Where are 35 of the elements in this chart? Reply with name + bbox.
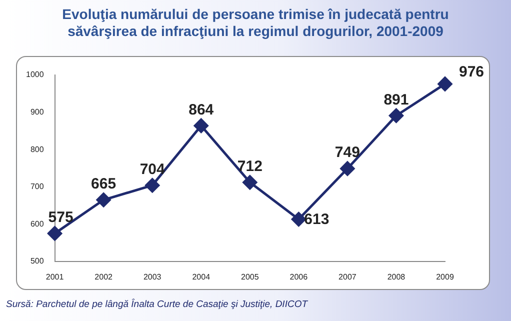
x-tick-label: 2001	[46, 272, 64, 282]
y-tick-label: 800	[30, 144, 44, 154]
point	[388, 108, 404, 123]
data-label: 891	[384, 91, 409, 108]
data-label: 712	[237, 158, 262, 176]
point	[48, 226, 62, 241]
data-label: 864	[188, 101, 214, 118]
x-tick-label: 2003	[143, 272, 162, 282]
x-tick-label: 2008	[387, 272, 406, 282]
point	[96, 192, 111, 208]
data-label: 613	[304, 210, 330, 228]
y-tick-label: 500	[30, 256, 44, 266]
y-tick-label: 700	[30, 182, 44, 192]
text: Sursă: Parchetul de pe lângă Înalta Curte de Casaţie şi Justiţie, DIICOT	[6, 299, 308, 310]
point	[340, 161, 355, 176]
data-label: 749	[334, 144, 360, 162]
point	[194, 118, 208, 133]
x-tick-label: 2007	[338, 272, 357, 282]
data-label: 976	[459, 64, 484, 81]
data-label: 665	[91, 176, 116, 193]
chart-title: Evoluţia numărului de persoane trimise în judecată pentru săvârşirea de infracţiuni la regimul drogurilor, 2001-2009	[61, 6, 450, 40]
x-tick-label: 2004	[192, 272, 211, 282]
x-tick-label: 2002	[94, 272, 114, 282]
x-tick-label: 2005	[241, 272, 260, 282]
x-tick-label: 2006	[290, 272, 308, 282]
point	[291, 212, 306, 227]
point	[145, 178, 160, 193]
y-tick-label: 600	[30, 219, 44, 228]
point	[242, 175, 258, 190]
data-label: 575	[48, 209, 74, 226]
x-tick-label: 2009	[436, 272, 454, 282]
y-tick-label: 1000	[26, 70, 44, 80]
y-tick-label: 900	[30, 107, 44, 116]
data-label: 704	[140, 160, 166, 178]
point	[438, 76, 452, 92]
